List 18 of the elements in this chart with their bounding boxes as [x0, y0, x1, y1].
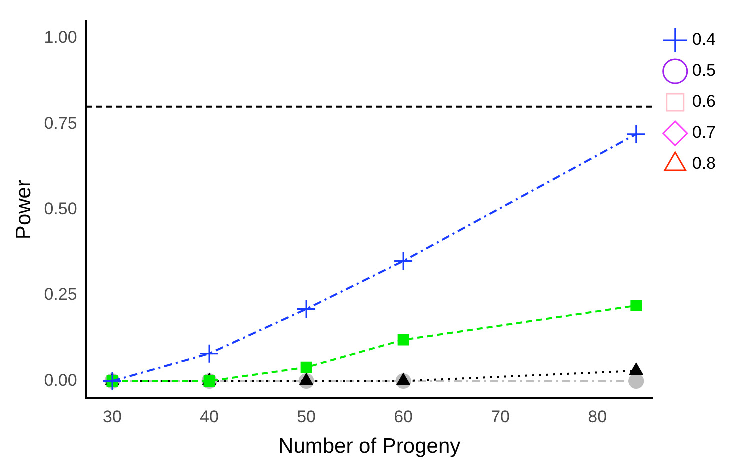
y-tick-label: 0.25: [44, 285, 78, 304]
legend-label: 0.8: [692, 154, 716, 174]
y-tick-label: 1.00: [44, 28, 78, 48]
y-tick-label: 0.00: [44, 370, 78, 390]
x-tick-label: 50: [297, 407, 316, 426]
y-tick-label: 0.75: [44, 114, 78, 133]
legend-label: 0.4: [692, 30, 716, 50]
legend-label: 0.6: [692, 92, 716, 112]
legend-label: 0.7: [692, 123, 716, 142]
y-tick-label: 0.50: [44, 199, 78, 218]
x-tick-label: 40: [200, 407, 219, 426]
x-axis-title: Number of Progeny: [278, 435, 462, 458]
x-tick-label: 30: [103, 407, 122, 426]
y-axis-title: Power: [12, 180, 36, 240]
x-tick-label: 80: [588, 407, 608, 426]
x-tick-label: 70: [491, 407, 510, 426]
legend-label: 0.5: [692, 61, 716, 80]
x-tick-label: 60: [394, 407, 413, 426]
